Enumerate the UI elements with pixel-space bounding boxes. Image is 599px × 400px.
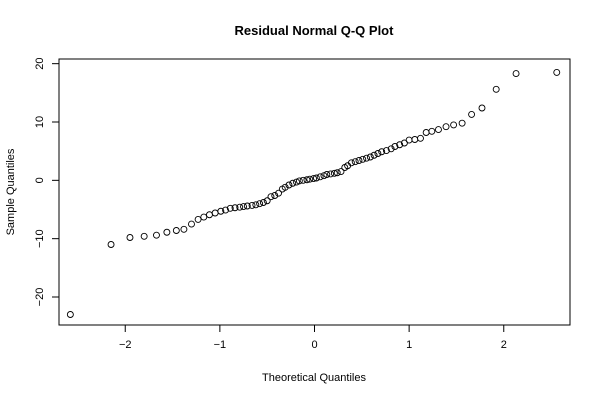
data-point (107, 241, 115, 248)
x-tick-label: −2 (119, 339, 132, 351)
data-point (180, 225, 188, 233)
data-point (194, 215, 202, 223)
plot-area-border (58, 58, 571, 326)
data-point (248, 201, 256, 209)
x-tick-label: 2 (501, 339, 507, 351)
data-point (450, 121, 458, 129)
data-point (285, 181, 293, 189)
data-point (323, 171, 331, 178)
data-point (396, 141, 404, 149)
y-tick-label: 0 (34, 177, 46, 183)
x-tick-label: 0 (311, 339, 317, 351)
data-point (140, 232, 148, 240)
y-axis-label: Sample Quantiles (5, 148, 17, 235)
y-tick-label: 20 (34, 58, 46, 70)
data-point (312, 174, 320, 182)
y-tick-label: −10 (34, 229, 46, 248)
data-point (458, 119, 466, 127)
data-point (200, 213, 208, 221)
data-point (236, 203, 244, 211)
data-point (211, 209, 219, 217)
data-point (378, 148, 386, 156)
data-point (355, 157, 363, 164)
data-points (66, 68, 561, 318)
data-point (306, 175, 314, 183)
data-point (333, 169, 341, 177)
data-point (422, 129, 430, 136)
data-point (330, 169, 338, 177)
data-point (411, 136, 419, 143)
data-point (217, 207, 225, 215)
data-point (66, 311, 74, 318)
data-point (478, 104, 486, 112)
data-point (231, 204, 239, 212)
chart-title: Residual Normal Q-Q Plot (235, 23, 395, 38)
data-point (153, 231, 160, 239)
data-point (553, 68, 561, 76)
data-point (347, 159, 355, 167)
data-point (512, 70, 520, 78)
data-point (299, 176, 307, 184)
data-point (468, 110, 476, 118)
data-point (256, 200, 264, 208)
data-point (252, 201, 260, 209)
data-point (289, 179, 297, 187)
data-point (428, 127, 436, 135)
y-tick-label: 10 (34, 116, 46, 128)
x-axis-label: Theoretical Quantiles (262, 372, 366, 384)
data-point (405, 136, 413, 144)
y-tick-label: −20 (34, 288, 46, 307)
data-point (267, 193, 275, 201)
data-point (316, 173, 324, 181)
y-axis: −20 −10 0 10 20 (34, 58, 60, 307)
data-point (351, 158, 359, 166)
data-point (188, 220, 195, 228)
data-point (206, 211, 213, 219)
x-axis: −2 −1 0 1 2 (119, 324, 507, 351)
data-point (240, 203, 247, 211)
data-point (310, 175, 318, 183)
data-point (163, 228, 171, 236)
data-point (391, 143, 399, 150)
data-point (263, 197, 271, 205)
data-point (442, 123, 450, 131)
x-tick-label: −1 (214, 339, 227, 351)
data-point (382, 147, 390, 155)
data-point (126, 234, 134, 241)
data-point (243, 202, 251, 210)
data-point (359, 155, 367, 163)
data-point (370, 151, 378, 159)
data-point (303, 176, 311, 184)
data-point (275, 189, 282, 197)
data-point (417, 134, 424, 142)
x-tick-label: 1 (406, 339, 412, 351)
data-point (271, 192, 279, 199)
data-point (222, 206, 229, 214)
data-point (172, 227, 180, 234)
data-point (387, 145, 395, 153)
data-point (295, 177, 303, 185)
data-point (366, 153, 374, 161)
data-point (281, 183, 289, 191)
data-point (363, 154, 370, 162)
data-point (337, 168, 345, 176)
data-point (374, 150, 382, 157)
data-point (492, 85, 500, 93)
data-point (259, 199, 267, 206)
data-point (435, 126, 442, 134)
data-point (226, 204, 234, 212)
data-point (327, 170, 335, 178)
